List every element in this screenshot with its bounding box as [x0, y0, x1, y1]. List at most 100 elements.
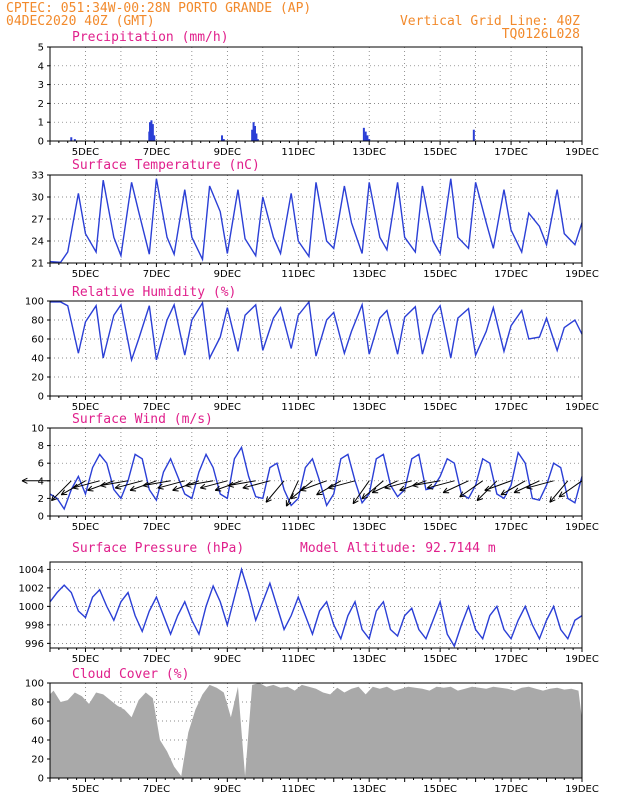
wind-arrow	[142, 480, 171, 488]
x-tick-label: 9DEC	[214, 269, 241, 280]
precip-bar	[151, 124, 154, 141]
x-tick-label: 7DEC	[143, 654, 170, 665]
wind-arrow	[558, 480, 583, 498]
panel-title: Cloud Cover (%)	[72, 667, 189, 682]
panel-title: Surface Pressure (hPa)	[72, 541, 244, 556]
x-tick-label: 13DEC	[352, 269, 386, 280]
wind-arrow	[412, 480, 441, 488]
header-model-id: TQ0126L028	[502, 27, 580, 42]
y-tick-label: 33	[31, 171, 44, 182]
y-tick-label: 20	[31, 755, 44, 766]
y-tick-label: 4	[38, 476, 44, 487]
x-tick-label: 13DEC	[352, 147, 386, 158]
wind-arrow	[442, 480, 469, 494]
y-tick-label: 80	[31, 316, 44, 327]
x-tick-label: 13DEC	[352, 784, 386, 795]
wind-arrow	[299, 480, 327, 492]
wind-arrow	[100, 480, 129, 488]
x-tick-label: 15DEC	[423, 654, 457, 665]
panel-surface-temperature: 21 24 27 30 33 5DEC 7DEC 9DEC 11DEC 13DEC 15DEC 17D…	[31, 158, 599, 280]
header-run-date: 04DEC2020 40Z (GMT)	[6, 14, 155, 29]
precip-bar	[256, 139, 259, 141]
y-tick-label: 0	[38, 137, 44, 148]
x-tick-label: 11DEC	[281, 784, 315, 795]
wind-arrow	[242, 480, 271, 490]
precip-bar	[364, 131, 367, 141]
panel-cloud-cover: 0 20 40 60 80 100 5DEC 7DEC 9DEC 11DEC 13DEC 15DEC 1…	[25, 667, 599, 795]
precip-bar	[251, 129, 254, 141]
wind-arrow	[227, 480, 256, 488]
x-tick-label: 19DEC	[565, 269, 599, 280]
y-tick-label: 2	[38, 99, 44, 110]
panel-frame	[49, 561, 583, 649]
y-tick-label: 27	[31, 215, 44, 226]
x-tick-label: 9DEC	[214, 522, 241, 533]
x-tick-label: 17DEC	[494, 269, 528, 280]
precip-bar	[150, 120, 153, 141]
pressure-series-line	[49, 566, 583, 648]
precip-bar	[252, 122, 255, 141]
y-tick-label: 0	[38, 512, 44, 523]
x-tick-label: 11DEC	[281, 402, 315, 413]
precip-bar	[153, 135, 156, 141]
wind-arrow	[352, 480, 370, 505]
wind-arrow	[157, 480, 185, 490]
x-tick-label: 15DEC	[423, 147, 457, 158]
precip-bar	[366, 135, 369, 141]
y-tick-label: 6	[38, 459, 44, 470]
x-tick-label: 17DEC	[494, 522, 528, 533]
y-tick-label: 2	[38, 494, 44, 505]
panel-frame	[49, 46, 583, 142]
y-tick-label: 1004	[19, 565, 44, 576]
x-tick-label: 9DEC	[214, 784, 241, 795]
x-tick-label: 11DEC	[281, 147, 315, 158]
wind-arrow	[114, 480, 143, 490]
wind-series-line	[49, 445, 583, 511]
y-tick-label: 1002	[19, 583, 44, 594]
model-altitude-note: Model Altitude: 92.7144 m	[300, 541, 496, 556]
x-tick-label: 7DEC	[143, 269, 170, 280]
wind-arrow	[500, 480, 526, 496]
wind-arrow	[21, 477, 50, 484]
x-tick-label: 13DEC	[352, 654, 386, 665]
x-tick-label: 5DEC	[72, 522, 99, 533]
panel-title: Precipitation (mm/h)	[72, 30, 229, 45]
x-tick-label: 5DEC	[72, 654, 99, 665]
y-tick-label: 24	[31, 237, 44, 248]
y-tick-label: 30	[31, 193, 44, 204]
x-tick-label: 19DEC	[565, 654, 599, 665]
wind-arrow	[513, 480, 540, 494]
y-tick-label: 0	[38, 392, 44, 403]
y-tick-label: 998	[25, 620, 44, 631]
panel-relative-humidity: 0 20 40 60 80 100 5DEC 7DEC 9DEC 11DEC 13DEC 15DEC 1…	[25, 285, 599, 413]
precip-bar	[221, 135, 224, 141]
precip-bar	[368, 139, 371, 141]
y-tick-label: 60	[31, 717, 44, 728]
y-tick-label: 20	[31, 373, 44, 384]
x-tick-label: 5DEC	[72, 784, 99, 795]
x-tick-label: 5DEC	[72, 402, 99, 413]
x-tick-label: 7DEC	[143, 402, 170, 413]
wind-arrow	[384, 480, 412, 490]
x-tick-label: 7DEC	[143, 784, 170, 795]
x-tick-label: 17DEC	[494, 402, 528, 413]
wind-arrow	[361, 480, 384, 500]
wind-arrow	[72, 480, 100, 490]
y-tick-label: 100	[25, 297, 44, 308]
x-tick-label: 11DEC	[281, 654, 315, 665]
x-tick-label: 17DEC	[494, 654, 528, 665]
x-tick-label: 13DEC	[352, 402, 386, 413]
precip-bar	[472, 129, 475, 141]
y-tick-label: 40	[31, 736, 44, 747]
y-tick-label: 1	[38, 118, 44, 129]
precip-bar	[149, 122, 152, 141]
x-tick-label: 9DEC	[214, 402, 241, 413]
temp-series-line	[49, 178, 583, 263]
wind-arrow	[265, 480, 285, 503]
y-tick-label: 5	[38, 43, 44, 54]
x-tick-label: 15DEC	[423, 269, 457, 280]
wind-arrow	[371, 480, 398, 494]
x-tick-label: 9DEC	[214, 147, 241, 158]
precip-bar	[73, 139, 76, 141]
header-location: CPTEC: 051:34W-00:28N PORTO GRANDE (AP)	[6, 1, 311, 16]
